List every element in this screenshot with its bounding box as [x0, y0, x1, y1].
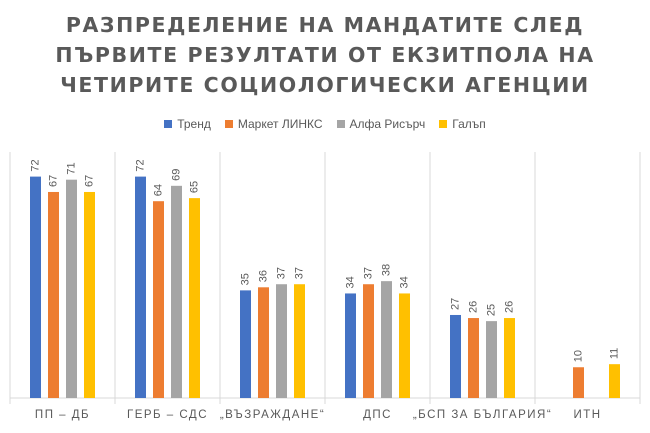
data-label: 25: [486, 304, 498, 316]
legend-item-alpha-research: Алфа Рисърч: [336, 117, 426, 131]
x-tick-label: ПП – ДБ: [35, 409, 90, 421]
data-label: 27: [450, 298, 462, 310]
bar: [189, 198, 200, 398]
data-label: 65: [189, 181, 201, 193]
bar: [573, 367, 584, 398]
data-label: 69: [171, 169, 183, 181]
data-label: 67: [84, 175, 96, 187]
chart-title: РАЗПРЕДЕЛЕНИЕ НА МАНДАТИТЕ СЛЕД ПЪРВИТЕ …: [0, 10, 650, 100]
chart-title-line-2: ПЪРВИТЕ РЕЗУЛТАТИ ОТ ЕКЗИТПОЛА НА: [55, 43, 595, 67]
bar: [171, 185, 182, 398]
chart-title-line-1: РАЗПРЕДЕЛЕНИЕ НА МАНДАТИТЕ СЛЕД: [65, 13, 585, 37]
data-label: 34: [345, 276, 357, 288]
data-label: 72: [30, 159, 42, 171]
legend-swatch-trend: [164, 120, 173, 128]
data-label: 72: [135, 159, 147, 171]
bar: [468, 318, 479, 398]
legend-label-trend: Тренд: [177, 117, 211, 131]
data-label: 26: [468, 301, 480, 313]
bar: [258, 287, 269, 398]
data-label: 11: [609, 348, 621, 359]
bar: [486, 321, 497, 398]
legend-item-trend: Тренд: [164, 117, 211, 131]
bar: [450, 314, 461, 398]
x-tick-label: ДПС: [363, 409, 392, 421]
data-label: 10: [573, 350, 585, 362]
chart-legend: Тренд Маркет ЛИНКС Алфа Рисърч Галъп: [0, 117, 650, 131]
data-label: 37: [276, 267, 288, 279]
legend-swatch-alpha-research: [336, 120, 345, 128]
bar: [30, 176, 41, 398]
x-tick-label: ИТН: [573, 409, 601, 421]
bar: [381, 281, 392, 398]
bar: [363, 284, 374, 398]
bar: [276, 284, 287, 398]
data-label: 64: [153, 184, 165, 196]
x-tick-label: ГЕРБ – СДС: [127, 409, 208, 421]
bar: [399, 293, 410, 398]
chart-title-line-3: ЧЕТИРИТЕ СОЦИОЛОГИЧЕСКИ АГЕНЦИИ: [60, 73, 590, 97]
legend-swatch-market-links: [224, 120, 233, 128]
x-tick-label: „БСП ЗА БЪЛГАРИЯ“: [413, 409, 552, 421]
legend-label-alpha-research: Алфа Рисърч: [349, 117, 426, 131]
data-label: 37: [363, 267, 375, 279]
data-label: 34: [399, 276, 411, 288]
bar: [240, 290, 251, 398]
data-label: 26: [504, 301, 516, 313]
legend-label-market-links: Маркет ЛИНКС: [237, 117, 323, 131]
legend-label-gallup: Галъп: [452, 117, 486, 131]
bar: [504, 318, 515, 398]
legend-swatch-gallup: [439, 120, 448, 128]
bar: [609, 364, 620, 398]
bar: [153, 201, 164, 398]
bar: [294, 284, 305, 398]
legend-item-market-links: Маркет ЛИНКС: [224, 117, 323, 131]
data-label: 36: [258, 270, 270, 282]
bar: [48, 191, 59, 398]
x-tick-label: „ВЪЗРАЖДАНЕ“: [220, 409, 325, 421]
data-label: 67: [48, 175, 60, 187]
bar: [84, 191, 95, 398]
data-label: 35: [240, 273, 252, 285]
legend-item-gallup: Галъп: [439, 117, 486, 131]
data-label: 38: [381, 264, 393, 276]
bar: [135, 176, 146, 398]
data-label: 71: [66, 162, 78, 174]
data-label: 37: [294, 267, 306, 279]
bar: [66, 179, 77, 398]
bar: [345, 293, 356, 398]
